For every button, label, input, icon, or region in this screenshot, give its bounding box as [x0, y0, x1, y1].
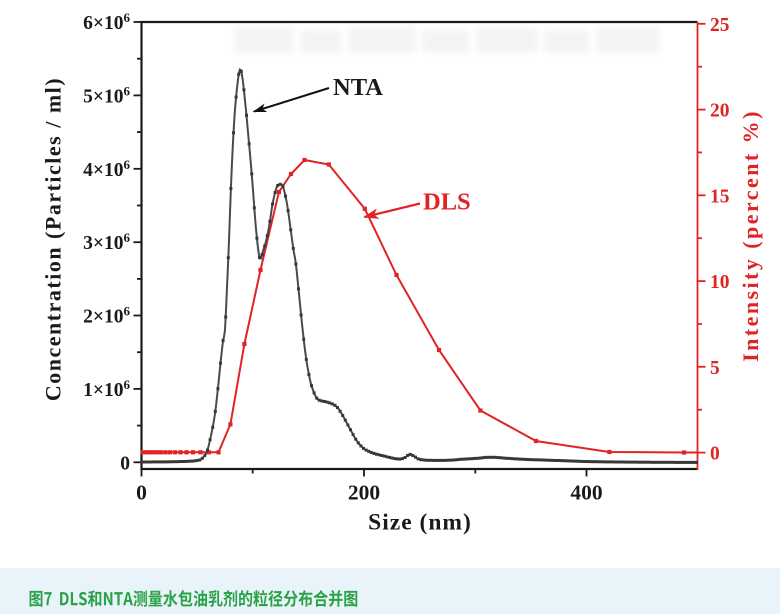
svg-text:15: 15: [710, 186, 730, 207]
svg-text:Intensity (percent %): Intensity (percent %): [738, 109, 763, 362]
svg-text:DLS: DLS: [423, 189, 471, 216]
svg-text:0: 0: [136, 481, 147, 505]
svg-text:200: 200: [348, 481, 380, 505]
svg-text:10: 10: [710, 272, 730, 293]
svg-text:0: 0: [710, 444, 720, 465]
svg-text:Concentration (Particles / ml): Concentration (Particles / ml): [41, 77, 66, 401]
svg-text:25: 25: [710, 15, 730, 36]
svg-text:1×106: 1×106: [83, 377, 130, 401]
svg-text:6×106: 6×106: [83, 10, 130, 34]
svg-text:0: 0: [120, 453, 130, 474]
svg-text:4×106: 4×106: [83, 157, 130, 181]
svg-text:20: 20: [710, 101, 730, 122]
svg-text:2×106: 2×106: [83, 304, 130, 328]
svg-text:5×106: 5×106: [83, 83, 130, 107]
svg-text:5: 5: [710, 358, 720, 379]
svg-text:NTA: NTA: [333, 74, 383, 101]
svg-text:400: 400: [570, 481, 602, 505]
svg-text:Size (nm): Size (nm): [368, 510, 472, 536]
svg-text:3×106: 3×106: [83, 230, 130, 254]
